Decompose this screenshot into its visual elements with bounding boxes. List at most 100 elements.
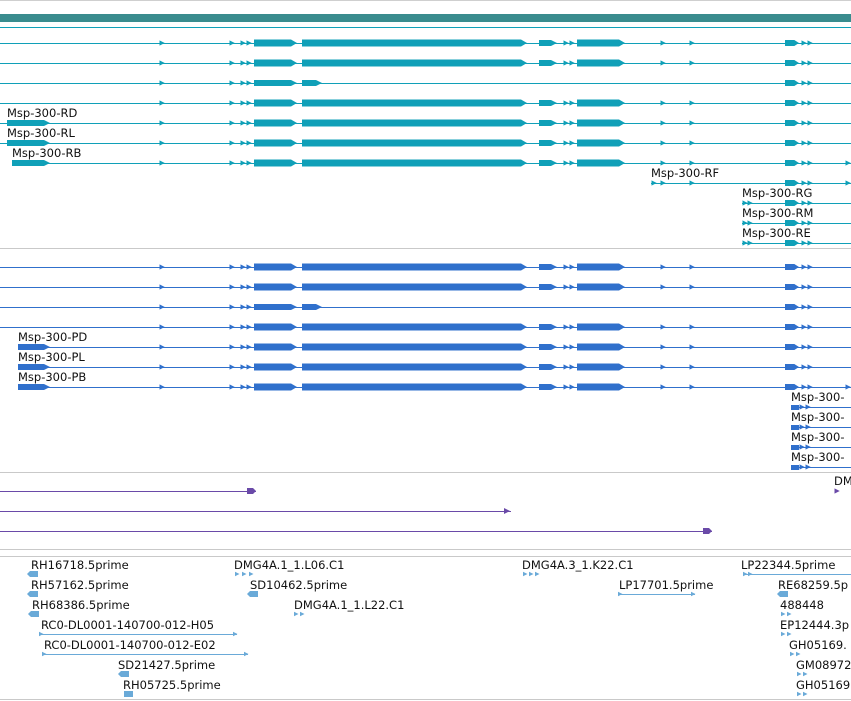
- est-label[interactable]: RE68259.5p: [778, 578, 849, 592]
- strand-arrow: [801, 140, 807, 146]
- strand-arrow: [743, 571, 748, 577]
- exon-block: [254, 363, 297, 371]
- est-label[interactable]: DMG4A.1_1.L06.C1: [234, 558, 345, 572]
- transcript-label-rm[interactable]: Msp-300-RM: [742, 206, 814, 220]
- transcript-label-re[interactable]: Msp-300-RE: [742, 226, 811, 240]
- strand-arrow: [799, 464, 805, 470]
- transcript-label-rd[interactable]: Msp-300-RD: [7, 106, 78, 120]
- strand-arrow: [563, 324, 569, 330]
- cdna-label-truncated[interactable]: DM: [834, 474, 851, 488]
- est-label[interactable]: GH05169.: [789, 638, 847, 652]
- strand-arrow: [246, 364, 252, 370]
- exon-block: [254, 39, 297, 47]
- strand-arrow: [159, 264, 165, 270]
- strand-arrow: [240, 304, 246, 310]
- transcript-label-rg[interactable]: Msp-300-RG: [742, 186, 813, 200]
- strand-arrow: [689, 120, 695, 126]
- strand-arrow: [159, 40, 165, 46]
- first-exon: [7, 140, 50, 146]
- strand-arrow: [249, 571, 254, 577]
- first-exon: [18, 344, 50, 350]
- exon-block: [539, 384, 557, 390]
- est-label[interactable]: RC0-DL0001-140700-012-E02: [44, 638, 216, 652]
- exon-block: [539, 284, 557, 290]
- est-block: [27, 591, 38, 597]
- exon-block: [539, 324, 557, 330]
- protein-label-truncated-4[interactable]: Msp-300-: [791, 450, 845, 464]
- strand-arrow: [660, 180, 666, 186]
- exon-block: [577, 99, 625, 107]
- est-label[interactable]: RH57162.5prime: [31, 578, 129, 592]
- scaffold-header-bar[interactable]: [0, 14, 851, 22]
- strand-arrow: [240, 324, 246, 330]
- est-label[interactable]: LP17701.5prime: [619, 578, 714, 592]
- est-label[interactable]: SD10462.5prime: [250, 578, 348, 592]
- strand-arrow: [805, 444, 811, 450]
- bottom-border: [0, 699, 851, 700]
- strand-arrow: [159, 304, 165, 310]
- strand-arrow: [229, 140, 235, 146]
- est-label[interactable]: SD21427.5prime: [118, 658, 216, 672]
- strand-arrow: [807, 120, 813, 126]
- strand-arrow: [803, 671, 808, 677]
- est-label[interactable]: DMG4A.3_1.K22.C1: [522, 558, 634, 572]
- exon-block: [539, 160, 557, 166]
- est-label[interactable]: RH68386.5prime: [32, 598, 130, 612]
- strand-arrow: [799, 424, 805, 430]
- protein-label-truncated-1[interactable]: Msp-300-: [791, 390, 845, 404]
- strand-arrow: [689, 40, 695, 46]
- strand-arrow: [240, 284, 246, 290]
- exon-block: [254, 343, 297, 351]
- est-label[interactable]: RC0-DL0001-140700-012-H05: [41, 618, 215, 632]
- strand-arrow: [805, 424, 811, 430]
- transcript-label-rl[interactable]: Msp-300-RL: [7, 126, 75, 140]
- strand-arrow: [797, 671, 802, 677]
- protein-label-pd[interactable]: Msp-300-PD: [18, 330, 88, 344]
- strand-arrow: [801, 240, 807, 246]
- strand-arrow: [747, 200, 753, 206]
- protein-label-pl[interactable]: Msp-300-PL: [18, 350, 85, 364]
- strand-arrow: [801, 364, 807, 370]
- strand-arrow: [691, 591, 696, 597]
- est-label[interactable]: GH05169: [796, 678, 851, 692]
- est-label[interactable]: LP22344.5prime: [741, 558, 836, 572]
- strand-arrow: [807, 80, 813, 86]
- strand-arrow: [660, 100, 666, 106]
- strand-arrow: [563, 344, 569, 350]
- strand-arrow: [781, 611, 786, 617]
- exon-block: [785, 160, 799, 166]
- exon-block: [302, 363, 527, 371]
- est-label[interactable]: DMG4A.1_1.L22.C1: [294, 598, 405, 612]
- protein-label-pb[interactable]: Msp-300-PB: [18, 370, 87, 384]
- transcript-label-rf[interactable]: Msp-300-RF: [651, 166, 720, 180]
- strand-arrow: [845, 384, 851, 390]
- strand-arrow: [235, 571, 240, 577]
- strand-arrow: [563, 160, 569, 166]
- strand-arrow: [244, 651, 249, 657]
- strand-arrow: [240, 80, 246, 86]
- exon-block: [539, 140, 557, 146]
- strand-arrow: [42, 651, 47, 657]
- est-label[interactable]: GM08972: [796, 658, 851, 672]
- est-label[interactable]: EP12444.3p: [780, 618, 850, 632]
- strand-arrow: [569, 364, 575, 370]
- strand-arrow: [651, 180, 657, 186]
- strand-arrow: [563, 264, 569, 270]
- cdna-end: [703, 528, 712, 534]
- est-label[interactable]: RH16718.5prime: [31, 558, 129, 572]
- strand-arrow: [689, 160, 695, 166]
- est-label[interactable]: RH05725.5prime: [123, 678, 221, 692]
- strand-arrow: [801, 80, 807, 86]
- est-label[interactable]: 488448: [780, 598, 824, 612]
- strand-arrow: [563, 284, 569, 290]
- strand-arrow: [689, 364, 695, 370]
- exon-block: [254, 99, 297, 107]
- exon-block: [785, 100, 799, 106]
- strand-arrow: [159, 120, 165, 126]
- protein-label-truncated-2[interactable]: Msp-300-: [791, 410, 845, 424]
- strand-arrow: [569, 100, 575, 106]
- protein-label-truncated-3[interactable]: Msp-300-: [791, 430, 845, 444]
- strand-arrow: [229, 344, 235, 350]
- transcript-label-rb[interactable]: Msp-300-RB: [12, 146, 82, 160]
- exon-block: [577, 363, 625, 371]
